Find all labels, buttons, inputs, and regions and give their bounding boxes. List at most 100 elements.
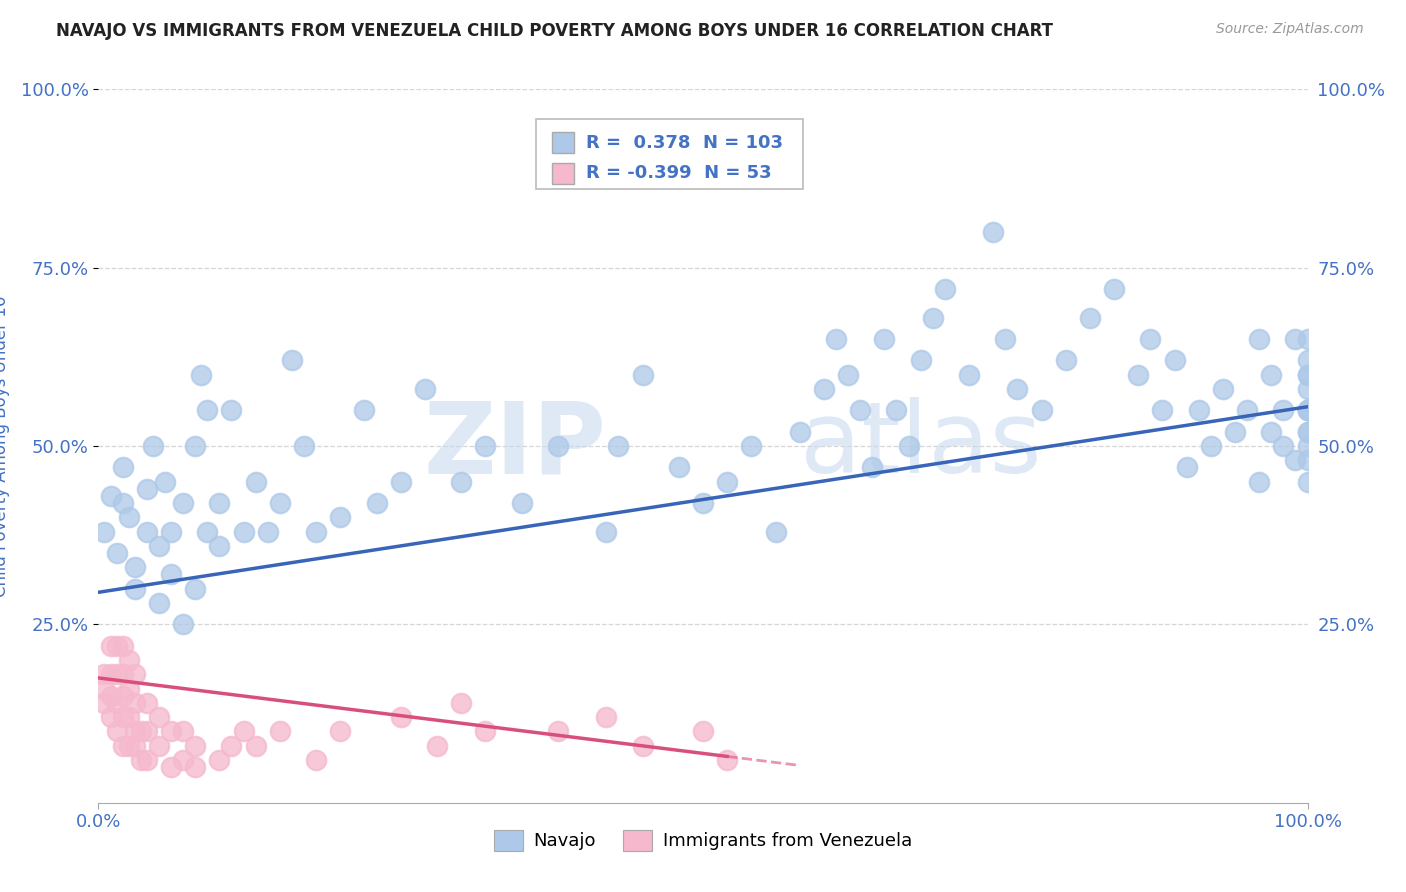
Point [765,524,787,539]
Point [118,510,141,524]
Point [692,724,714,739]
Point [118,653,141,667]
Point [292,439,315,453]
Point [269,724,291,739]
Point [1260,425,1282,439]
Point [118,710,141,724]
Point [450,696,472,710]
Point [124,667,146,681]
Point [873,332,896,346]
Text: R =  0.378  N = 103: R = 0.378 N = 103 [586,134,783,152]
Point [148,710,170,724]
Point [1296,353,1319,368]
Point [1260,368,1282,382]
Point [105,724,128,739]
Point [160,724,183,739]
Point [860,460,883,475]
Point [281,353,304,368]
Point [208,496,231,510]
Point [389,475,412,489]
Point [1249,475,1271,489]
Point [305,524,328,539]
Point [184,582,207,596]
Point [1296,425,1319,439]
Text: ZIP: ZIP [423,398,606,494]
Point [111,639,134,653]
Point [595,524,617,539]
Point [124,696,146,710]
Point [100,639,122,653]
Point [153,475,176,489]
Point [921,310,943,325]
Point [413,382,436,396]
Point [1296,368,1319,382]
Point [160,567,183,582]
Point [1139,332,1161,346]
Point [105,696,128,710]
Point [1031,403,1053,417]
Point [148,739,170,753]
Point [105,546,128,560]
Point [232,524,254,539]
Point [366,496,388,510]
Point [1296,382,1319,396]
Point [1284,332,1306,346]
Point [957,368,980,382]
Point [631,739,654,753]
Point [897,439,920,453]
Point [142,439,165,453]
Point [135,724,157,739]
Point [93,681,115,696]
Point [305,753,328,767]
Point [1152,403,1174,417]
Point [232,724,254,739]
Point [172,496,194,510]
Y-axis label: Child Poverty Among Boys Under 16: Child Poverty Among Boys Under 16 [0,295,10,597]
Point [1296,453,1319,467]
Point [105,667,128,681]
Point [129,753,152,767]
Point [1007,382,1029,396]
Point [124,739,146,753]
Point [111,496,134,510]
Point [1296,475,1319,489]
Text: atlas: atlas [800,398,1042,494]
Point [1272,439,1295,453]
Point [1296,403,1319,417]
Point [256,524,278,539]
Point [111,689,134,703]
Point [160,760,183,774]
Point [195,524,218,539]
Point [1236,403,1258,417]
Point [1296,403,1319,417]
Point [1249,332,1271,346]
Point [1199,439,1222,453]
Point [607,439,630,453]
Point [160,524,183,539]
Point [1102,282,1125,296]
Point [934,282,956,296]
Point [245,475,267,489]
Point [1128,368,1150,382]
Point [716,475,738,489]
Point [789,425,811,439]
Point [1163,353,1185,368]
Point [849,403,872,417]
Point [172,724,194,739]
Point [135,482,157,496]
Point [100,489,122,503]
Point [124,582,146,596]
Point [129,724,152,739]
Point [837,368,859,382]
Point [1296,368,1319,382]
Bar [551,162,574,184]
Point [100,710,122,724]
Point [124,724,146,739]
Point [93,667,115,681]
Point [111,460,134,475]
Text: NAVAJO VS IMMIGRANTS FROM VENEZUELA CHILD POVERTY AMONG BOYS UNDER 16 CORRELATIO: NAVAJO VS IMMIGRANTS FROM VENEZUELA CHIL… [56,22,1053,40]
Bar [551,132,574,153]
Point [740,439,762,453]
Point [172,617,194,632]
Point [118,739,141,753]
